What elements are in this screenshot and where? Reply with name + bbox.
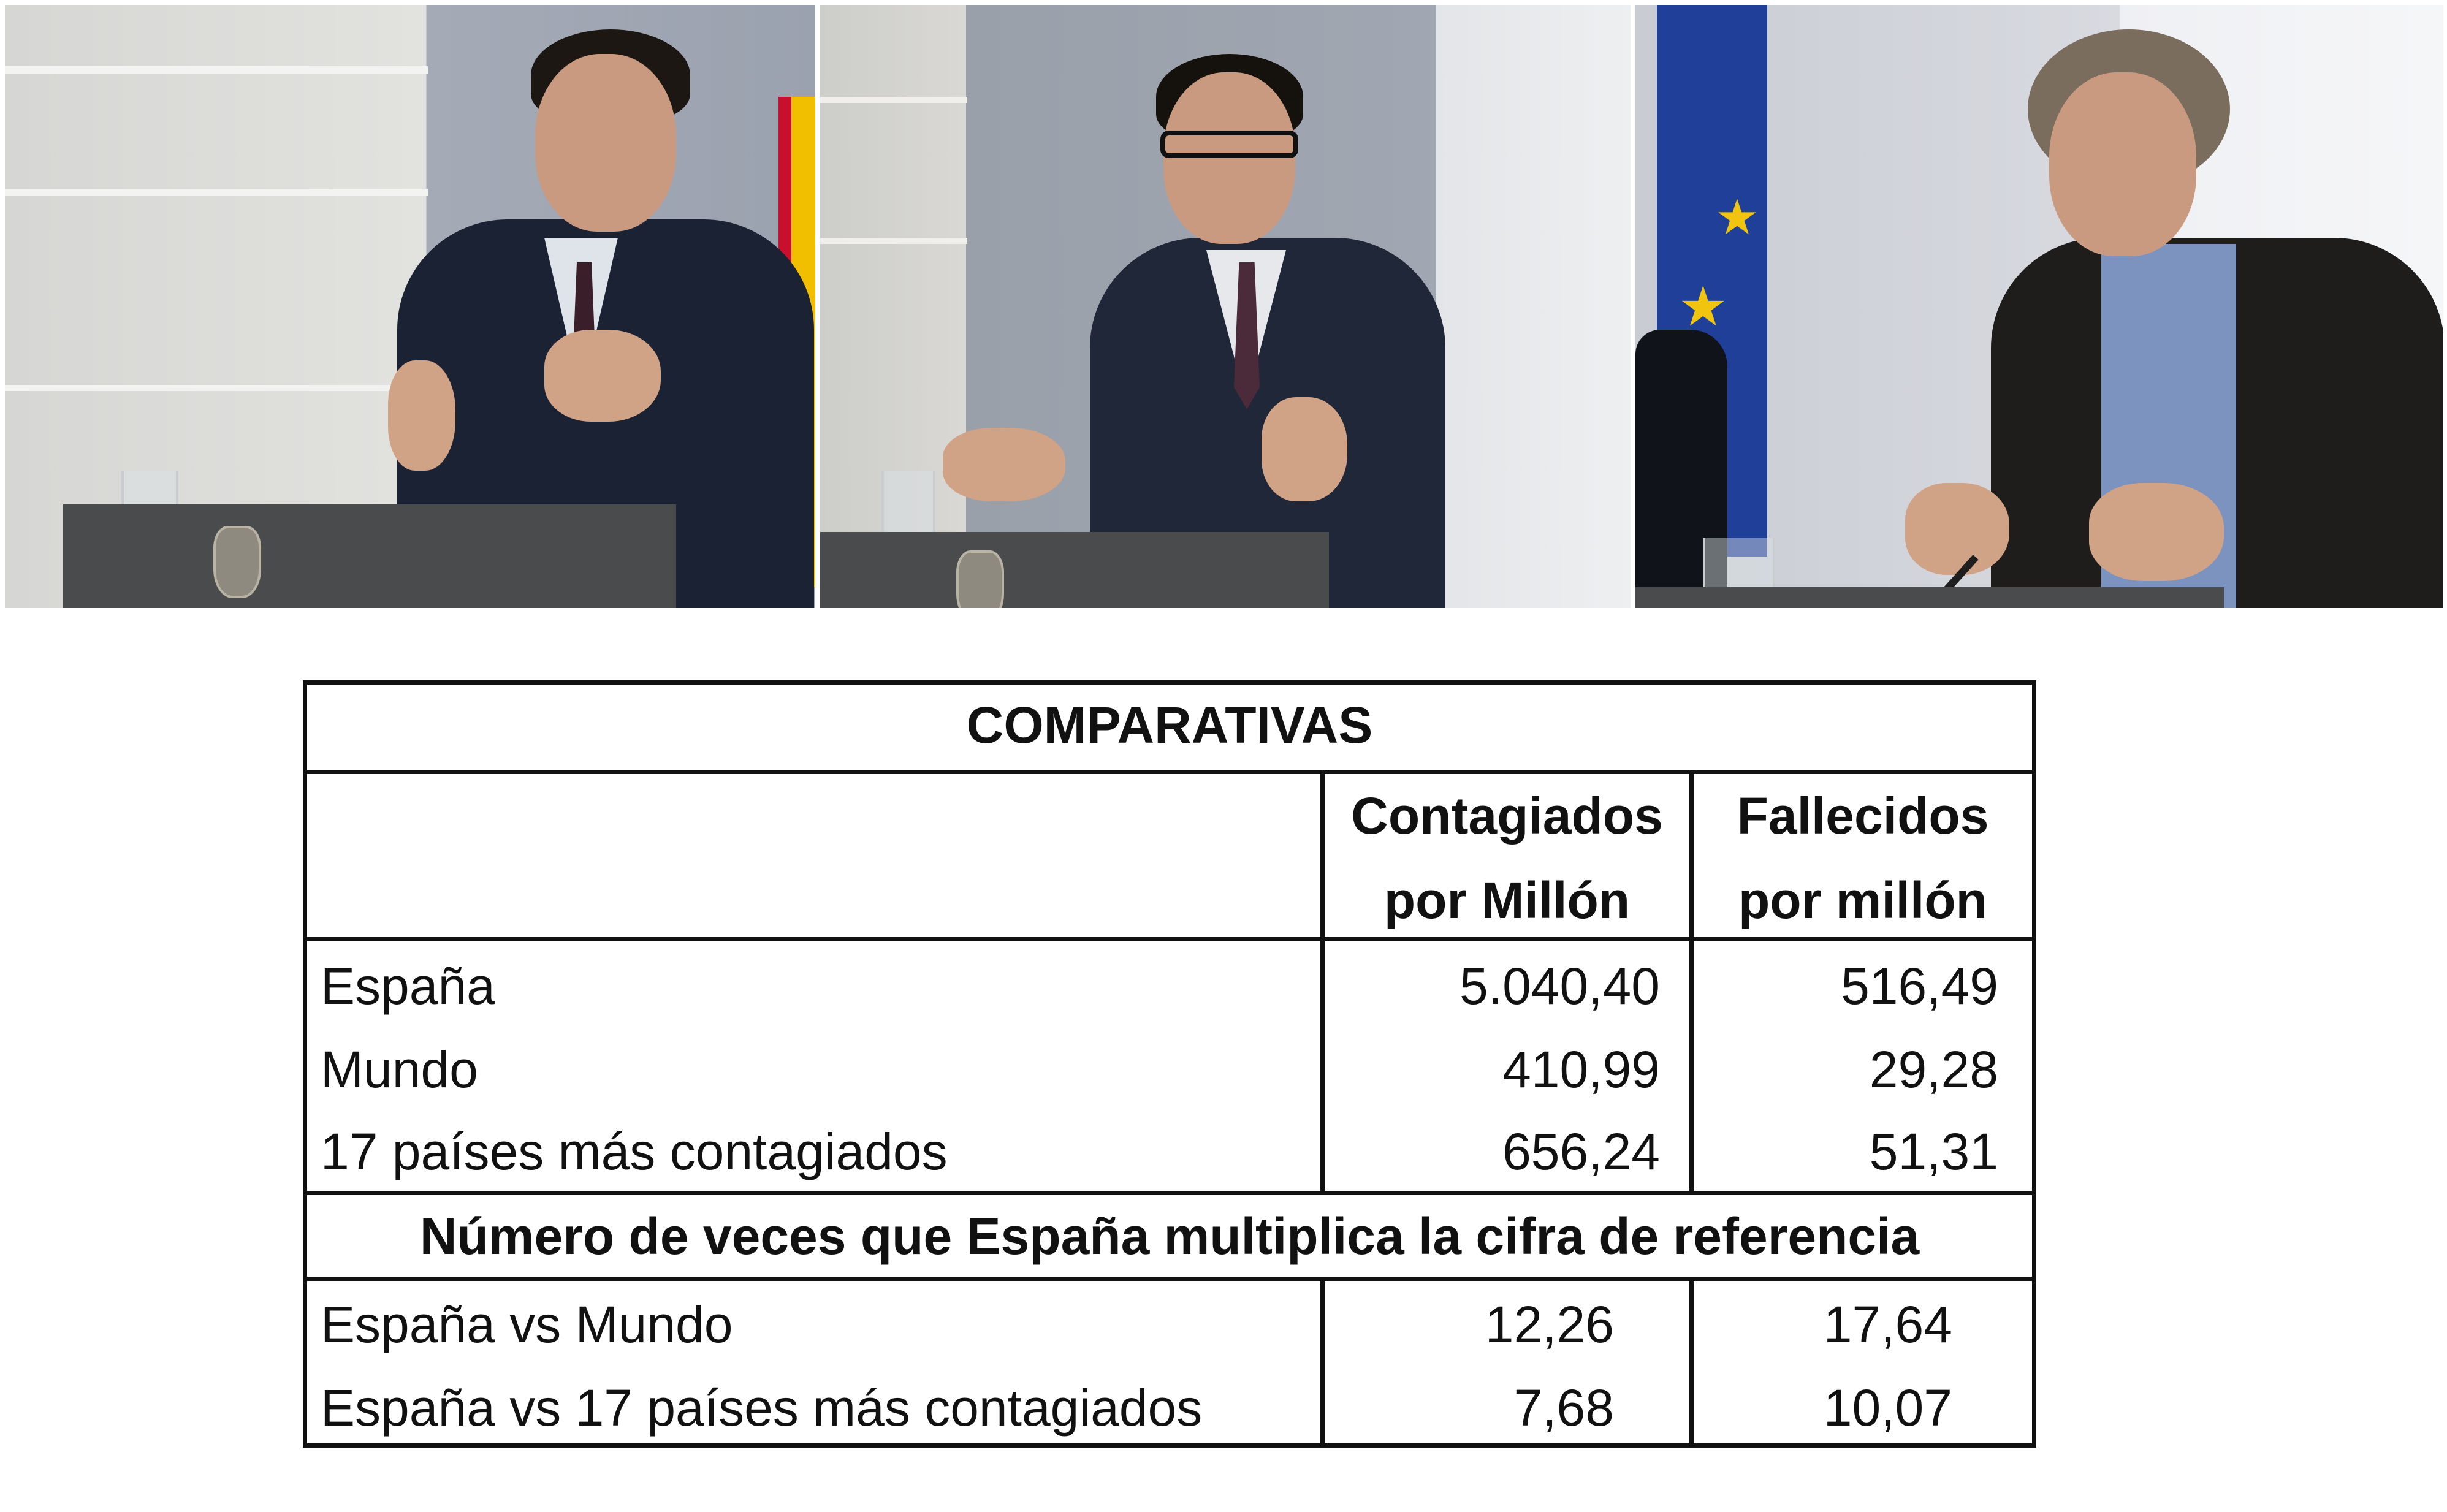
coat-of-arms-icon <box>213 526 261 598</box>
table-rule <box>1320 1277 1325 1448</box>
row-deaths-value: 29,28 <box>1869 1041 1998 1098</box>
row-infected-value: 5.040,40 <box>1459 957 1660 1015</box>
water-glass <box>1703 538 1775 590</box>
row-infected-value: 656,24 <box>1502 1123 1660 1180</box>
header-infected-line2: por Millón <box>1383 872 1631 929</box>
star-icon: ★ <box>1678 275 1728 339</box>
ratio-row-label: España vs Mundo <box>321 1296 733 1353</box>
ratio-infected-value: 7,68 <box>1513 1379 1615 1437</box>
photo-speaker-2 <box>820 5 1631 608</box>
row-label: 17 países más contagiados <box>321 1123 948 1180</box>
photo-speaker-3: ★ ★ <box>1635 5 2443 608</box>
ratio-row-label: España vs 17 países más contagiados <box>321 1379 1203 1437</box>
speaker-head <box>535 54 676 232</box>
officer-shoulder <box>1635 330 1727 608</box>
glasses <box>1160 131 1298 158</box>
ratio-deaths-value: 17,64 <box>1823 1296 1952 1353</box>
podium <box>63 504 676 608</box>
table-rule <box>1320 770 1325 1195</box>
comparison-table: COMPARATIVAS Contagiados por Millón Fall… <box>303 680 2036 1448</box>
ratio-infected-value: 12,26 <box>1485 1296 1614 1353</box>
coat-of-arms-icon <box>956 550 1004 608</box>
photo-speaker-1 <box>5 5 815 608</box>
table-rule <box>307 937 2032 941</box>
row-deaths-value: 516,49 <box>1841 957 1998 1015</box>
table-rule <box>1689 1277 1694 1448</box>
row-infected-value: 410,99 <box>1502 1041 1660 1098</box>
table-rule <box>1689 770 1694 1195</box>
water-glass <box>881 471 935 541</box>
table-rule <box>307 770 2032 774</box>
speaker-head <box>1163 72 1295 244</box>
header-deaths-line1: Fallecidos <box>1737 787 1989 845</box>
table-rule <box>307 1277 2032 1281</box>
header-infected-line1: Contagiados <box>1351 787 1663 845</box>
table-rule <box>307 1191 2032 1195</box>
row-label: Mundo <box>321 1041 478 1098</box>
podium <box>820 532 1329 608</box>
star-icon: ★ <box>1715 189 1759 246</box>
table-title: COMPARATIVAS <box>966 696 1373 754</box>
row-label: España <box>321 957 495 1015</box>
ratio-deaths-value: 10,07 <box>1823 1379 1952 1437</box>
row-deaths-value: 51,31 <box>1869 1123 1998 1180</box>
speaker-head <box>2049 72 2196 256</box>
section-title: Número de veces que España multiplica la… <box>419 1207 1920 1265</box>
podium <box>1635 587 2224 608</box>
header-deaths-line2: por millón <box>1738 872 1987 929</box>
